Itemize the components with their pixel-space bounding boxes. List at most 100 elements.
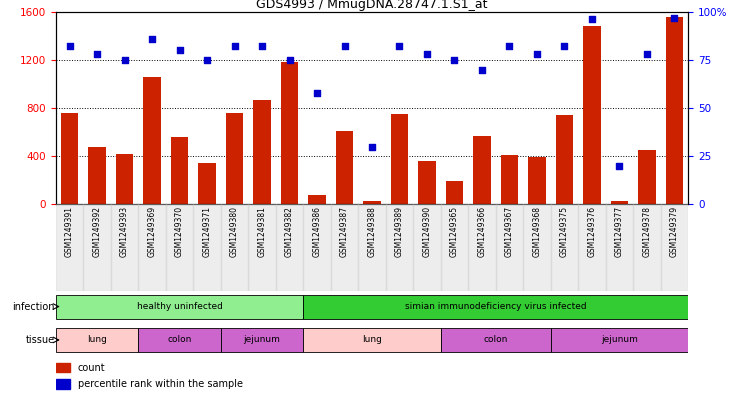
Bar <box>583 26 601 204</box>
Bar <box>225 113 243 204</box>
Text: GSM1249375: GSM1249375 <box>560 206 569 257</box>
Point <box>311 90 323 96</box>
Bar <box>56 379 70 389</box>
FancyBboxPatch shape <box>56 295 304 319</box>
Point <box>531 51 543 57</box>
Bar <box>440 204 468 291</box>
Bar <box>308 195 326 204</box>
Bar <box>501 155 519 204</box>
Bar <box>468 204 496 291</box>
Point <box>559 43 571 50</box>
Bar <box>496 204 523 291</box>
Bar <box>331 204 359 291</box>
Text: GSM1249365: GSM1249365 <box>450 206 459 257</box>
Bar <box>385 204 413 291</box>
Bar <box>280 62 298 204</box>
Bar <box>88 147 106 204</box>
Point <box>394 43 405 50</box>
Text: GSM1249367: GSM1249367 <box>505 206 514 257</box>
Point <box>421 51 433 57</box>
FancyBboxPatch shape <box>221 328 304 352</box>
Bar <box>138 204 166 291</box>
Bar <box>666 17 684 204</box>
Bar <box>551 204 578 291</box>
Text: GSM1249387: GSM1249387 <box>340 206 349 257</box>
Bar <box>418 161 436 204</box>
Text: GSM1249393: GSM1249393 <box>120 206 129 257</box>
Text: tissue: tissue <box>25 335 54 345</box>
Bar <box>336 131 353 204</box>
Text: GSM1249386: GSM1249386 <box>312 206 321 257</box>
Text: GSM1249388: GSM1249388 <box>368 206 376 257</box>
Text: lung: lung <box>362 336 382 344</box>
Bar <box>473 136 491 204</box>
Text: simian immunodeficiency virus infected: simian immunodeficiency virus infected <box>405 302 586 311</box>
Bar <box>111 204 138 291</box>
Point <box>173 47 185 53</box>
Text: GSM1249378: GSM1249378 <box>643 206 652 257</box>
Bar <box>253 100 271 204</box>
Text: GSM1249371: GSM1249371 <box>202 206 211 257</box>
Bar <box>606 204 633 291</box>
Bar <box>556 115 574 204</box>
Bar <box>578 204 606 291</box>
Text: colon: colon <box>484 336 508 344</box>
Bar <box>391 114 408 204</box>
Bar <box>60 113 78 204</box>
Text: jejunum: jejunum <box>601 336 638 344</box>
Text: GSM1249376: GSM1249376 <box>588 206 597 257</box>
Point <box>586 17 598 23</box>
Text: count: count <box>78 362 106 373</box>
Point <box>669 15 681 21</box>
Point <box>228 43 240 50</box>
Bar <box>661 204 688 291</box>
Text: GSM1249377: GSM1249377 <box>615 206 624 257</box>
Text: GSM1249380: GSM1249380 <box>230 206 239 257</box>
Text: jejunum: jejunum <box>243 336 280 344</box>
Text: GSM1249381: GSM1249381 <box>257 206 266 257</box>
Bar <box>115 154 133 204</box>
Text: GSM1249366: GSM1249366 <box>478 206 487 257</box>
Text: GSM1249389: GSM1249389 <box>395 206 404 257</box>
Text: GSM1249390: GSM1249390 <box>423 206 432 257</box>
Text: GSM1249391: GSM1249391 <box>65 206 74 257</box>
Bar <box>523 204 551 291</box>
Bar <box>56 204 83 291</box>
Bar <box>413 204 440 291</box>
Point <box>91 51 103 57</box>
Point <box>339 43 350 50</box>
Text: GSM1249382: GSM1249382 <box>285 206 294 257</box>
Text: GSM1249370: GSM1249370 <box>175 206 184 257</box>
FancyBboxPatch shape <box>551 328 688 352</box>
Point <box>366 143 378 150</box>
Bar <box>633 204 661 291</box>
Bar <box>276 204 304 291</box>
Bar <box>304 204 331 291</box>
Point <box>504 43 516 50</box>
Point <box>63 43 75 50</box>
Bar <box>446 182 464 204</box>
Point <box>614 163 626 169</box>
Bar <box>56 363 70 373</box>
Point <box>118 57 130 63</box>
Text: GSM1249392: GSM1249392 <box>92 206 101 257</box>
Text: GSM1249369: GSM1249369 <box>147 206 156 257</box>
FancyBboxPatch shape <box>304 328 440 352</box>
Bar <box>166 204 193 291</box>
Point <box>641 51 653 57</box>
Text: healthy uninfected: healthy uninfected <box>137 302 222 311</box>
FancyBboxPatch shape <box>56 328 138 352</box>
Point <box>283 57 295 63</box>
Point <box>476 66 488 73</box>
Bar <box>248 204 276 291</box>
Text: GSM1249379: GSM1249379 <box>670 206 679 257</box>
Point <box>449 57 461 63</box>
Text: colon: colon <box>167 336 192 344</box>
FancyBboxPatch shape <box>138 328 221 352</box>
Point <box>146 36 158 42</box>
Bar <box>363 201 381 204</box>
Title: GDS4993 / MmugDNA.28747.1.S1_at: GDS4993 / MmugDNA.28747.1.S1_at <box>256 0 488 11</box>
Point <box>201 57 213 63</box>
Bar <box>638 150 656 204</box>
Bar <box>221 204 248 291</box>
